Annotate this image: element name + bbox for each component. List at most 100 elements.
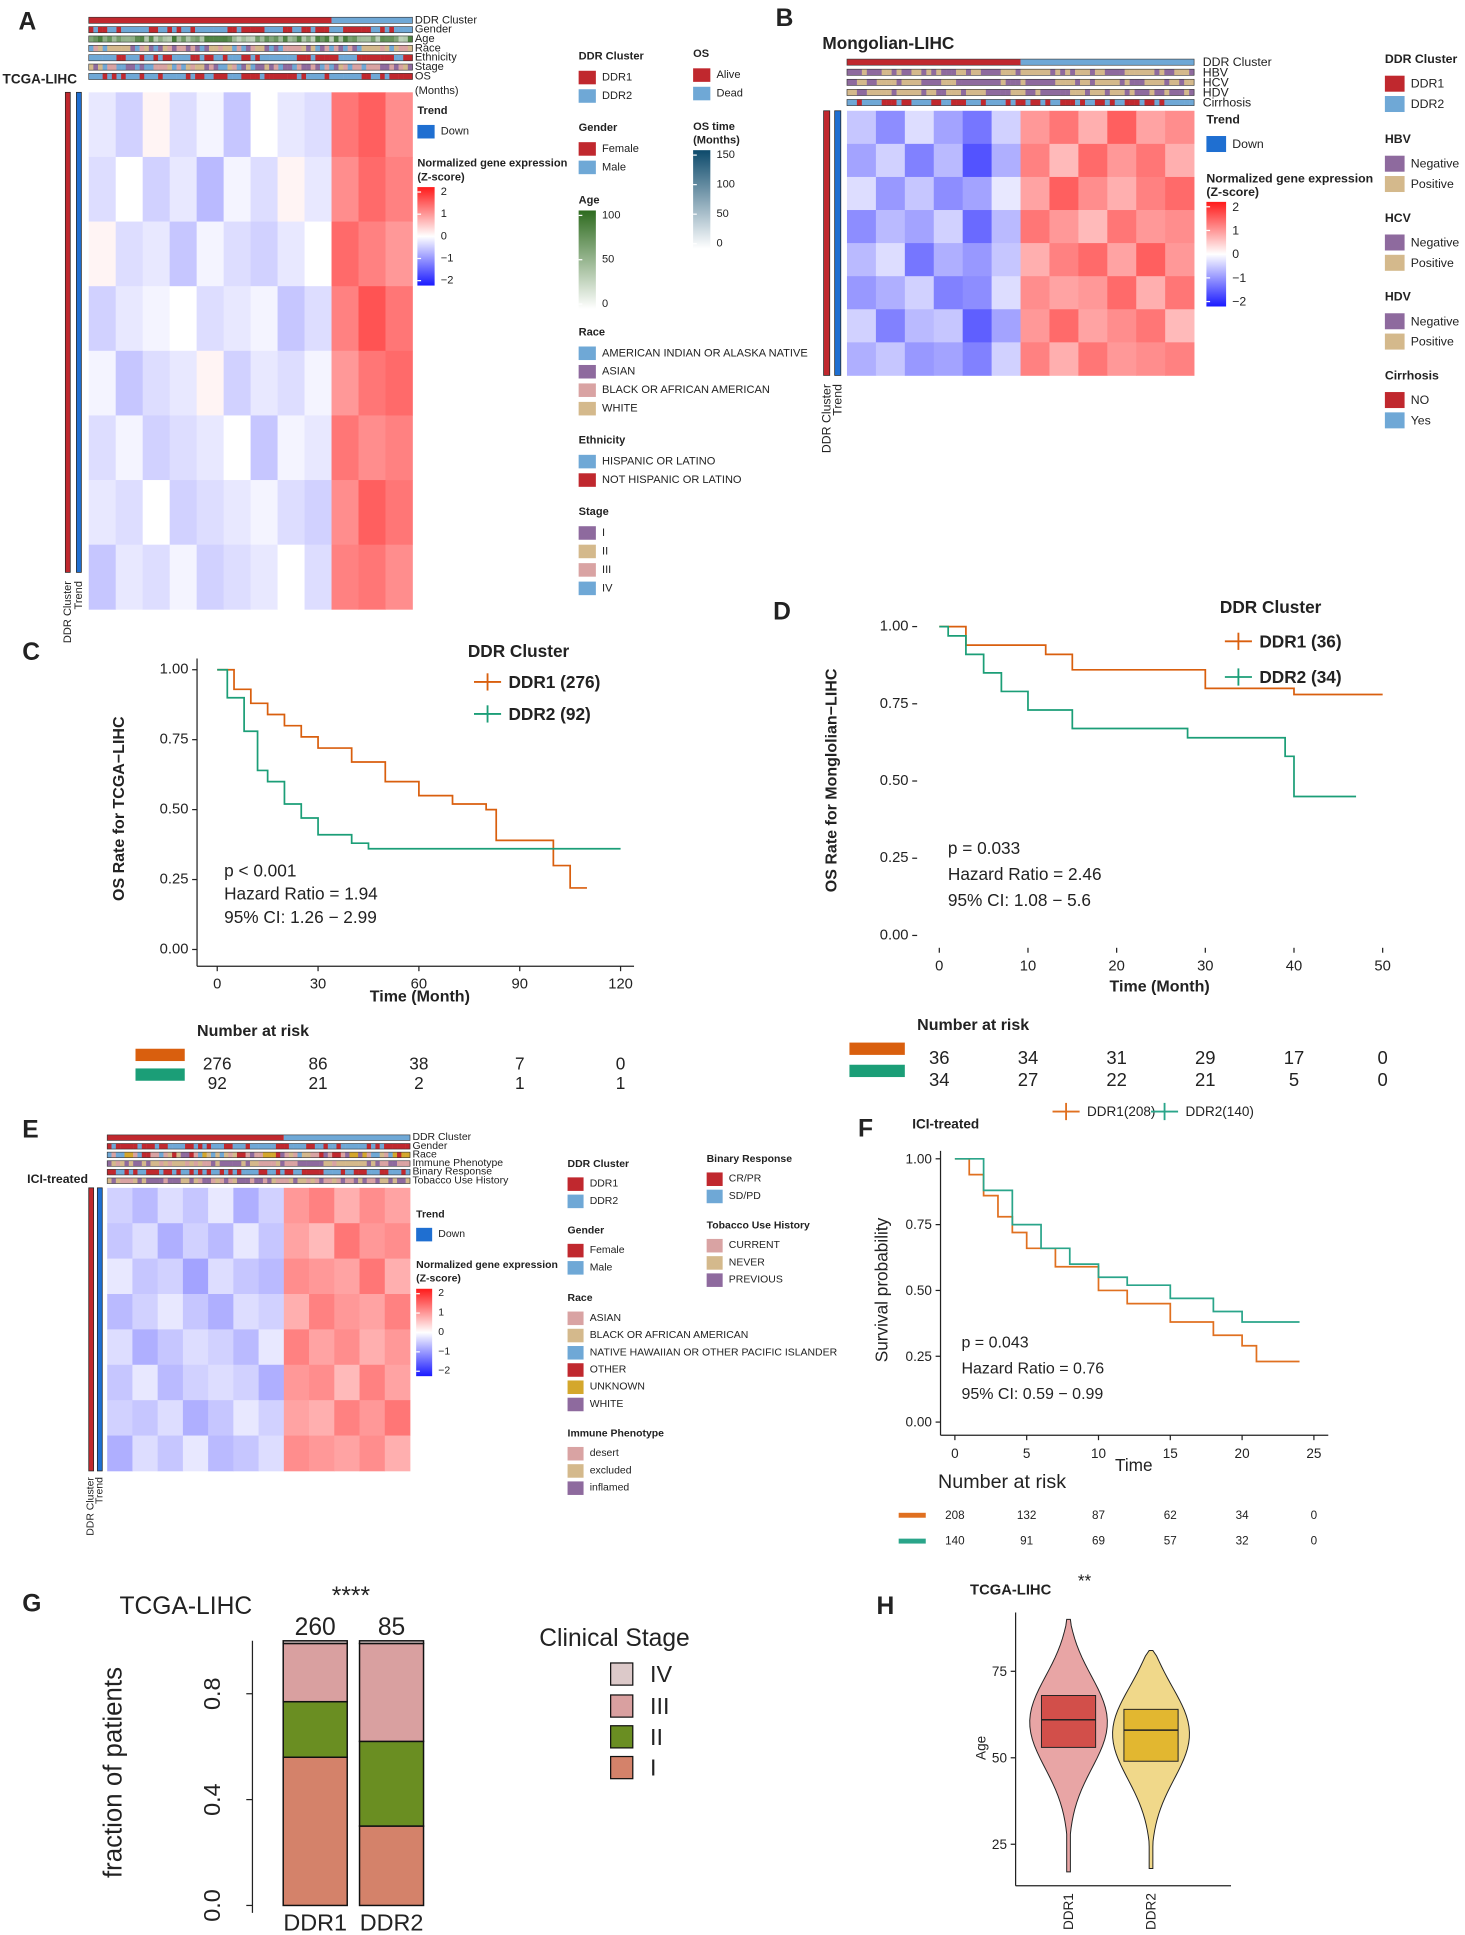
heatmap-cell [384,1364,411,1401]
track-segment [1109,99,1115,106]
track-segment [258,1169,264,1175]
colorbar-tick-label: 2 [1232,200,1239,214]
track-segment [332,1177,337,1184]
track-segment [185,1177,190,1184]
track-segment [267,1177,272,1184]
heatmap-cell [233,1294,259,1330]
track-segment [213,26,219,33]
track-segment [1124,79,1130,86]
track-segment [358,1152,363,1158]
track-segment [980,79,987,86]
heatmap-cell [107,1364,133,1401]
track-segment [195,64,200,71]
track-segment [1144,79,1150,86]
track-segment [336,1160,342,1167]
track-segment [120,1152,125,1158]
track-segment [1040,99,1046,106]
track-segment [375,54,381,61]
track-segment [1025,89,1031,96]
track-segment [1000,99,1006,106]
track-segment [130,73,136,80]
track-segment [911,99,917,106]
track-segment [107,1169,112,1175]
track-segment [332,1169,337,1175]
heatmap-cell [1078,309,1108,343]
heatmap-cell [304,92,332,158]
track-segment [345,1152,350,1158]
track-segment [371,1169,376,1175]
track-segment [189,1152,194,1158]
heatmap-cell [331,350,359,416]
track-segment [148,26,154,33]
bar-segment [358,1825,425,1907]
heatmap-cell [196,156,224,222]
x-tick-label: 40 [1286,958,1302,974]
heatmap-cell [1136,342,1166,376]
track-segment [906,89,912,96]
heatmap-cell [385,221,413,287]
track-segment [333,73,339,80]
track-segment [995,99,1001,106]
y-axis-label: Survival probability [871,1217,891,1362]
risk-count: 34 [1236,1509,1250,1522]
heatmap-cell [107,1294,133,1330]
track-segment [931,99,937,106]
heatmap-cell [358,92,386,158]
track-segment [241,1143,246,1150]
heatmap-cell [283,1435,310,1472]
track-segment [886,89,892,96]
heatmap-cell [169,544,198,610]
track-label: Gender [415,24,452,36]
legend-swatch [578,401,596,416]
track-segment [366,26,372,33]
track-segment [249,1152,255,1158]
heatmap-cell [132,1364,159,1401]
track-segment [319,1152,324,1158]
track-segment [379,1160,385,1167]
track-segment [401,1160,406,1167]
track-segment [206,1169,212,1175]
track-segment [193,1177,199,1184]
track-segment [116,45,122,52]
risk-count: 87 [1092,1509,1105,1522]
legend-swatch [610,1694,634,1718]
track-segment [329,45,335,52]
legend-swatch [578,544,596,559]
track-segment [1070,69,1076,76]
heatmap-cell [962,210,992,244]
track-segment [144,73,150,80]
heatmap-cell [132,1329,159,1366]
track-segment [167,45,173,52]
track-segment [397,1177,402,1184]
track-segment [195,26,200,33]
legend-label: Negative [1411,314,1460,328]
track-segment [891,99,897,106]
track-segment [388,1177,393,1184]
track-segment [384,73,390,80]
track-segment [189,1177,194,1184]
legend-label: DDR1 (36) [1259,631,1341,651]
box [1123,1708,1179,1762]
heatmap-cell [258,1435,285,1472]
track-segment [398,54,404,61]
annotation: Hazard Ratio = 1.94 [224,884,378,904]
track-segment [314,1143,320,1150]
heatmap-cell [223,544,251,610]
track-segment [970,89,977,96]
track-segment [1025,79,1031,86]
heatmap-cell [904,243,935,277]
track-segment [93,54,99,61]
track-segment [292,35,298,43]
track-segment [208,54,214,61]
track-segment [245,35,251,43]
legend-label: NO [1411,393,1429,407]
track-segment [163,1143,169,1150]
track-segment [287,26,293,33]
track-segment [1114,69,1120,76]
track-segment [273,64,279,71]
x-tick-label: 15 [1163,1446,1178,1461]
heatmap-cell [196,286,224,352]
track-segment [314,1152,320,1158]
track-segment [241,35,247,43]
annotation: p < 0.001 [224,860,296,880]
